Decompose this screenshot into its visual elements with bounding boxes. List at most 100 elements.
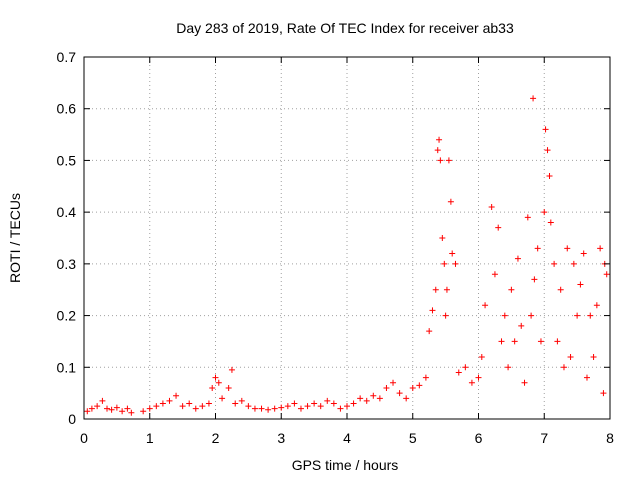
- data-point: [219, 395, 226, 402]
- y-axis-label: ROTI / TECUs: [7, 193, 23, 283]
- data-point: [84, 408, 91, 415]
- data-point: [166, 397, 173, 404]
- x-tick-label: 7: [540, 430, 548, 446]
- data-point: [505, 364, 512, 371]
- y-tick-label: 0.6: [57, 101, 77, 117]
- data-point: [442, 312, 449, 319]
- data-point: [140, 408, 147, 415]
- data-point: [159, 400, 166, 407]
- data-point: [455, 369, 462, 376]
- data-points: [84, 95, 610, 416]
- x-axis-label: GPS time / hours: [292, 457, 399, 473]
- data-point: [416, 382, 423, 389]
- data-point: [94, 403, 101, 410]
- data-point: [209, 384, 216, 391]
- y-tick-label: 0.4: [57, 204, 77, 220]
- data-point: [508, 286, 515, 293]
- y-tick-label: 0.2: [57, 308, 77, 324]
- data-point: [429, 307, 436, 314]
- data-point: [205, 400, 212, 407]
- data-point: [590, 353, 597, 360]
- data-point: [597, 245, 604, 252]
- data-point: [363, 397, 370, 404]
- data-point: [426, 328, 433, 335]
- data-point: [344, 403, 350, 410]
- data-point: [583, 374, 590, 381]
- data-point: [383, 384, 390, 391]
- data-point: [124, 405, 131, 412]
- data-point: [452, 260, 459, 267]
- data-point: [99, 397, 106, 404]
- data-point: [146, 405, 153, 412]
- axis-ticks: 0 1 2 3 4 5 6 7 8 0 0.1 0.2 0.3 0.4 0.5 0.6 0.7: [57, 49, 615, 446]
- data-point: [238, 397, 245, 404]
- data-point: [357, 395, 364, 402]
- data-point: [547, 219, 554, 226]
- x-tick-label: 5: [409, 430, 417, 446]
- data-point: [567, 353, 574, 360]
- data-point: [542, 126, 549, 133]
- data-point: [587, 312, 594, 319]
- grid: [84, 57, 610, 419]
- data-point: [528, 312, 535, 319]
- data-point: [574, 312, 581, 319]
- data-point: [228, 366, 235, 373]
- data-point: [370, 392, 377, 399]
- data-point: [514, 255, 521, 262]
- data-point: [291, 400, 298, 407]
- data-point: [337, 405, 344, 412]
- data-point: [443, 286, 450, 293]
- x-tick-label: 8: [606, 430, 614, 446]
- data-point: [511, 338, 518, 345]
- data-point: [173, 392, 180, 399]
- data-point: [534, 245, 541, 252]
- data-point: [524, 214, 531, 221]
- data-point: [245, 403, 252, 410]
- data-point: [153, 403, 160, 410]
- data-point: [600, 390, 607, 397]
- data-point: [278, 404, 285, 411]
- data-point: [104, 405, 111, 412]
- data-point: [251, 405, 258, 412]
- y-tick-label: 0.3: [57, 256, 77, 272]
- data-point: [119, 408, 126, 415]
- data-point: [546, 172, 553, 179]
- data-point: [409, 384, 416, 391]
- data-point: [577, 281, 584, 288]
- data-point: [432, 286, 439, 293]
- data-point: [396, 390, 403, 397]
- data-point: [541, 209, 548, 216]
- data-point: [390, 379, 397, 386]
- data-point: [501, 312, 508, 319]
- data-point: [521, 379, 528, 386]
- data-point: [544, 147, 551, 154]
- data-point: [258, 405, 265, 412]
- data-point: [468, 379, 475, 386]
- data-point: [557, 286, 564, 293]
- data-point: [436, 136, 443, 143]
- data-point: [560, 364, 567, 371]
- data-point: [215, 379, 222, 386]
- chart-title: Day 283 of 2019, Rate Of TEC Index for r…: [176, 20, 514, 36]
- x-tick-label: 3: [277, 430, 285, 446]
- data-point: [304, 403, 311, 410]
- data-point: [212, 374, 219, 381]
- data-point: [199, 403, 206, 410]
- x-tick-label: 0: [80, 430, 88, 446]
- data-point: [478, 353, 485, 360]
- data-point: [482, 302, 489, 309]
- y-tick-label: 0.7: [57, 49, 77, 65]
- y-tick-label: 0.5: [57, 152, 77, 168]
- data-point: [498, 338, 505, 345]
- data-point: [179, 403, 186, 410]
- y-tick-label: 0: [68, 411, 76, 427]
- data-point: [225, 384, 232, 391]
- data-point: [537, 338, 544, 345]
- data-point: [445, 157, 452, 164]
- data-point: [271, 405, 278, 412]
- data-point: [422, 374, 429, 381]
- data-point: [113, 404, 120, 411]
- data-point: [108, 406, 115, 413]
- data-point: [88, 405, 95, 412]
- data-point: [441, 260, 448, 267]
